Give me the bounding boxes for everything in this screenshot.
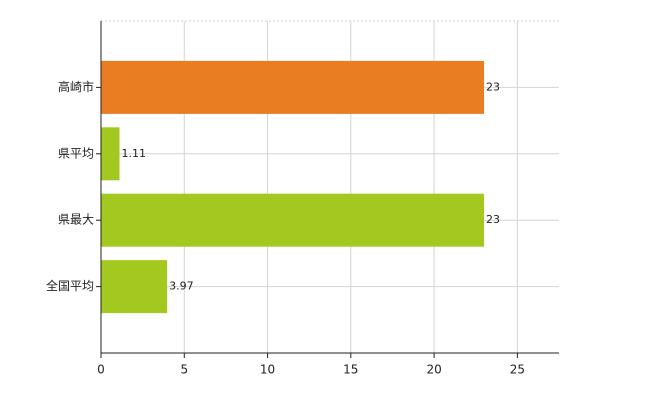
y-tick-label: 全国平均 xyxy=(46,278,94,293)
y-tick-label: 高崎市 xyxy=(58,79,94,94)
y-tick-label: 県平均 xyxy=(58,146,94,160)
x-tick-label: 15 xyxy=(343,363,358,377)
value-label: 23 xyxy=(486,80,500,93)
x-tick-label: 20 xyxy=(426,363,441,377)
value-label: 23 xyxy=(486,213,500,226)
x-tick-label: 5 xyxy=(180,363,188,377)
x-tick-label: 0 xyxy=(97,363,105,377)
bar xyxy=(101,60,485,114)
value-label: 3.97 xyxy=(169,280,194,293)
y-tick-label: 県最大 xyxy=(58,213,94,227)
bar xyxy=(101,260,168,314)
bar xyxy=(101,193,485,247)
x-tick-label: 25 xyxy=(510,363,525,377)
bar xyxy=(101,127,120,181)
value-label: 1.11 xyxy=(121,147,146,160)
x-tick-label: 10 xyxy=(260,363,275,377)
